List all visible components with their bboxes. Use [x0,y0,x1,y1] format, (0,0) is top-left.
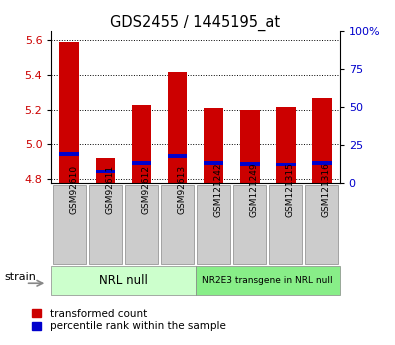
Legend: transformed count, percentile rank within the sample: transformed count, percentile rank withi… [32,309,226,332]
Text: NRL null: NRL null [99,274,148,287]
Text: GSM92613: GSM92613 [177,165,186,214]
Text: strain: strain [4,273,36,282]
FancyBboxPatch shape [233,185,266,264]
Bar [204,161,224,165]
Title: GDS2455 / 1445195_at: GDS2455 / 1445195_at [111,15,280,31]
Bar [60,152,79,156]
Bar [60,42,79,183]
Bar [167,72,187,183]
Bar [96,158,115,183]
Text: GSM92611: GSM92611 [105,165,115,214]
FancyBboxPatch shape [305,185,338,264]
Text: GSM121315: GSM121315 [286,162,295,217]
Text: NR2E3 transgene in NRL null: NR2E3 transgene in NRL null [202,276,333,285]
Bar [240,110,260,183]
FancyBboxPatch shape [197,185,230,264]
Bar [132,105,151,183]
FancyBboxPatch shape [51,266,196,295]
Bar [167,154,187,158]
Bar [240,162,260,166]
Text: GSM121242: GSM121242 [214,162,222,217]
Bar [96,170,115,174]
Bar [276,107,295,183]
Text: GSM92612: GSM92612 [141,165,150,214]
Bar [132,161,151,165]
FancyBboxPatch shape [269,185,302,264]
FancyBboxPatch shape [161,185,194,264]
Bar [312,98,331,183]
FancyBboxPatch shape [125,185,158,264]
FancyBboxPatch shape [89,185,122,264]
Text: GSM92610: GSM92610 [70,165,78,214]
Text: GSM121316: GSM121316 [322,162,331,217]
Text: GSM121249: GSM121249 [250,162,259,217]
FancyBboxPatch shape [196,266,340,295]
FancyBboxPatch shape [53,185,86,264]
Bar [312,161,331,165]
Bar [204,108,224,183]
Bar [276,162,295,166]
